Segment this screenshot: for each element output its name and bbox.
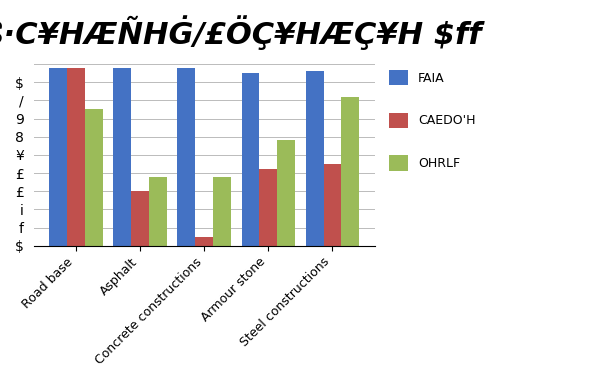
Bar [324, 164, 341, 246]
Bar [67, 68, 85, 246]
Bar [113, 68, 131, 246]
Bar [259, 169, 277, 246]
Bar [149, 176, 167, 246]
Bar [49, 68, 67, 246]
Bar [306, 71, 324, 246]
Bar [178, 68, 195, 246]
Title: £Ißß·C¥HÆÑHĠ/£ÖÇ¥HÆÇ¥H $ff: £Ißß·C¥HÆÑHĠ/£ÖÇ¥HÆÇ¥H $ff [0, 15, 481, 50]
Bar [277, 140, 295, 246]
Bar [341, 97, 359, 246]
Bar [213, 176, 231, 246]
Bar [242, 73, 259, 246]
Bar [195, 236, 213, 246]
Bar [85, 109, 102, 246]
Legend: FAIA, CAEDO'H, OHRLF: FAIA, CAEDO'H, OHRLF [384, 65, 481, 176]
Bar [131, 191, 149, 246]
